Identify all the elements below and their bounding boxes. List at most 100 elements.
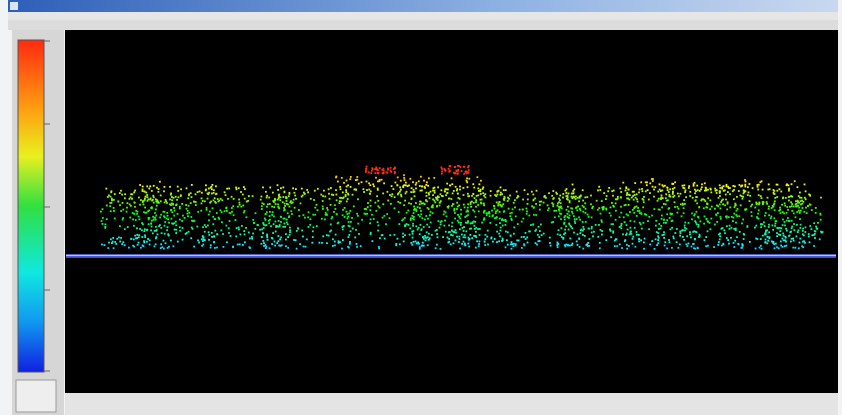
point xyxy=(453,190,455,192)
point xyxy=(625,190,627,192)
point xyxy=(727,201,729,203)
point xyxy=(556,193,558,195)
toolbar[interactable] xyxy=(8,20,838,30)
point xyxy=(408,202,410,204)
point xyxy=(591,232,593,234)
point xyxy=(563,233,565,235)
point xyxy=(457,220,459,222)
point xyxy=(558,209,560,211)
point xyxy=(804,231,806,233)
point xyxy=(796,224,798,226)
point xyxy=(742,245,744,247)
point xyxy=(126,211,128,213)
point xyxy=(661,215,663,217)
point xyxy=(434,202,436,204)
point xyxy=(451,226,453,228)
point xyxy=(626,233,628,235)
point xyxy=(638,238,640,240)
point xyxy=(793,213,795,215)
point xyxy=(421,244,423,246)
point xyxy=(592,235,594,237)
point xyxy=(742,219,744,221)
point xyxy=(773,189,775,191)
point xyxy=(148,217,150,219)
point xyxy=(143,200,145,202)
point xyxy=(440,248,442,250)
point xyxy=(569,245,571,247)
point xyxy=(314,190,316,192)
point xyxy=(365,170,367,172)
point xyxy=(702,198,704,200)
point xyxy=(156,230,158,232)
point xyxy=(420,190,422,192)
point xyxy=(326,234,328,236)
point xyxy=(495,211,497,213)
point xyxy=(439,227,441,229)
point xyxy=(433,177,435,179)
point xyxy=(602,209,604,211)
point xyxy=(760,195,762,197)
point xyxy=(156,205,158,207)
point xyxy=(412,233,414,235)
point xyxy=(693,185,695,187)
point xyxy=(694,192,696,194)
point xyxy=(287,223,289,225)
point xyxy=(744,184,746,186)
point xyxy=(477,194,479,196)
point xyxy=(289,192,291,194)
point xyxy=(460,224,462,226)
point xyxy=(408,224,410,226)
point xyxy=(411,187,413,189)
point xyxy=(279,199,281,201)
point xyxy=(467,195,469,197)
point xyxy=(210,247,212,249)
point xyxy=(410,242,412,244)
point xyxy=(548,192,550,194)
point xyxy=(651,215,653,217)
point xyxy=(782,211,784,213)
point xyxy=(524,189,526,191)
point xyxy=(347,213,349,215)
point xyxy=(642,206,644,208)
point xyxy=(662,234,664,236)
point xyxy=(611,202,613,204)
point xyxy=(786,220,788,222)
point xyxy=(273,216,275,218)
point xyxy=(755,238,757,240)
point xyxy=(201,192,203,194)
point xyxy=(748,192,750,194)
point xyxy=(278,240,280,242)
point xyxy=(241,225,243,227)
point xyxy=(415,241,417,243)
point xyxy=(160,247,162,249)
point xyxy=(120,210,122,212)
point xyxy=(643,199,645,201)
point xyxy=(356,243,358,245)
panel-button[interactable] xyxy=(16,380,56,412)
point xyxy=(686,235,688,237)
point xyxy=(193,246,195,248)
point xyxy=(819,238,821,240)
point xyxy=(564,219,566,221)
point xyxy=(717,244,719,246)
point xyxy=(226,188,228,190)
point xyxy=(689,234,691,236)
point xyxy=(429,197,431,199)
point xyxy=(733,198,735,200)
point xyxy=(177,186,179,188)
point xyxy=(663,203,665,205)
point xyxy=(238,199,240,201)
menu-bar[interactable] xyxy=(8,12,838,20)
point xyxy=(474,221,476,223)
point xyxy=(145,192,147,194)
point xyxy=(280,245,282,247)
point xyxy=(538,236,540,238)
point xyxy=(262,240,264,242)
point xyxy=(132,219,134,221)
point xyxy=(696,203,698,205)
point xyxy=(532,194,534,196)
point xyxy=(661,190,663,192)
point xyxy=(522,218,524,220)
point xyxy=(804,184,806,186)
point xyxy=(758,209,760,211)
